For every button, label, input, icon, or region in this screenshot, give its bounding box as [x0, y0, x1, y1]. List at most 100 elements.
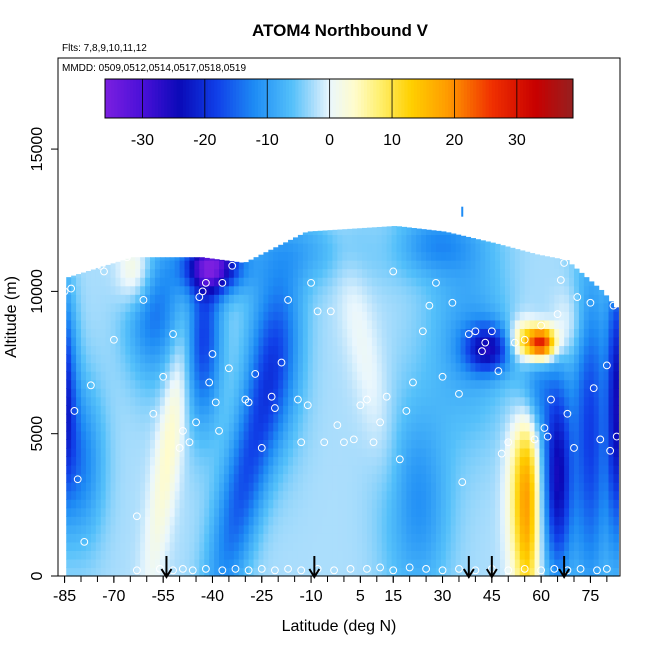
heatmap-cell	[184, 473, 191, 483]
heatmap-cell	[347, 558, 353, 569]
heatmap-cell	[283, 533, 289, 543]
heatmap-cell	[495, 499, 501, 509]
heatmap-cell	[509, 251, 516, 261]
heatmap-cell	[130, 430, 136, 440]
heatmap-cell	[268, 405, 274, 415]
heatmap-cell	[440, 388, 447, 398]
heatmap-cell	[554, 533, 560, 543]
heatmap-cell	[297, 422, 304, 432]
heatmap-cell	[460, 285, 467, 295]
heatmap-cell	[214, 260, 220, 270]
heatmap-cell	[263, 430, 269, 440]
heatmap-cell	[71, 439, 77, 449]
heatmap-cell	[189, 362, 195, 372]
heatmap-cell	[219, 567, 225, 577]
heatmap-cell	[445, 232, 452, 236]
heatmap-cell	[391, 422, 398, 432]
heatmap-cell	[110, 507, 117, 517]
heatmap-cell	[578, 345, 585, 355]
heatmap-cell	[297, 379, 304, 389]
heatmap-cell	[95, 507, 102, 517]
heatmap-cell	[440, 456, 447, 466]
heatmap-cell	[504, 388, 511, 398]
measurement-point	[132, 512, 141, 521]
heatmap-cell	[209, 567, 215, 577]
heatmap-cell	[120, 354, 126, 364]
heatmap-cell	[90, 422, 97, 432]
heatmap-cell	[460, 499, 467, 509]
heatmap-cell	[110, 302, 117, 312]
heatmap-cell	[524, 499, 531, 509]
heatmap-cell	[312, 413, 319, 423]
heatmap-cell	[76, 274, 82, 278]
heatmap-cell	[302, 371, 309, 381]
heatmap-cell	[263, 268, 269, 278]
heatmap-cell	[524, 422, 531, 432]
heatmap-cell	[71, 550, 77, 560]
heatmap-cell	[475, 473, 481, 483]
heatmap-cell	[81, 388, 87, 398]
heatmap-cell	[337, 336, 343, 347]
heatmap-cell	[588, 473, 595, 483]
heatmap-cell	[485, 277, 491, 287]
heatmap-cell	[140, 482, 146, 492]
heatmap-cell	[465, 516, 472, 526]
heatmap-cell	[450, 439, 457, 449]
heatmap-cell	[519, 482, 526, 492]
heatmap-cell	[539, 319, 546, 329]
heatmap-cell	[135, 447, 141, 458]
heatmap-cell	[223, 311, 230, 321]
heatmap-cell	[95, 430, 102, 440]
heatmap-cell	[273, 516, 279, 526]
heatmap-cell	[307, 294, 314, 304]
heatmap-cell	[297, 277, 304, 287]
heatmap-cell	[130, 302, 136, 312]
heatmap-cell	[209, 260, 215, 270]
heatmap-cell	[145, 294, 151, 304]
heatmap-cell	[445, 473, 452, 483]
heatmap-cell	[214, 362, 220, 372]
heatmap-cell	[297, 541, 304, 551]
heatmap-cell	[406, 422, 412, 432]
heatmap-cell	[534, 396, 541, 406]
heatmap-cell	[435, 473, 442, 483]
heatmap-cell	[194, 422, 200, 432]
heatmap-cell	[386, 336, 393, 347]
heatmap-cell	[214, 430, 220, 440]
heatmap-cell	[199, 277, 205, 287]
heatmap-cell	[253, 524, 260, 534]
heatmap-cell	[603, 295, 610, 304]
heatmap-cell	[288, 285, 294, 295]
heatmap-cell	[219, 439, 225, 449]
heatmap-cell	[416, 362, 422, 372]
heatmap-cell	[184, 396, 191, 406]
heatmap-cell	[544, 268, 550, 278]
heatmap-cell	[189, 328, 195, 338]
heatmap-cell	[342, 311, 348, 321]
heatmap-cell	[504, 447, 511, 458]
heatmap-cell	[495, 447, 501, 458]
heatmap-cell	[194, 473, 200, 483]
heatmap-cell	[578, 507, 585, 517]
heatmap-cell	[509, 499, 516, 509]
heatmap-cell	[598, 541, 605, 551]
heatmap-cell	[253, 277, 260, 287]
heatmap-cell	[95, 362, 102, 372]
colorbar-segment	[123, 79, 128, 118]
heatmap-cell	[519, 456, 526, 466]
heatmap-cell	[440, 328, 447, 338]
heatmap-cell	[125, 268, 131, 278]
heatmap-cell	[317, 302, 324, 312]
heatmap-cell	[253, 499, 260, 509]
heatmap-cell	[435, 311, 442, 321]
heatmap-cell	[283, 379, 289, 389]
heatmap-cell	[66, 336, 72, 347]
heatmap-cell	[283, 319, 289, 329]
x-tick-label: -55	[152, 588, 175, 605]
heatmap-cell	[396, 558, 403, 569]
heatmap-cell	[150, 439, 156, 449]
heatmap-cell	[534, 285, 541, 295]
heatmap-cell	[189, 257, 195, 261]
heatmap-cell	[593, 499, 600, 509]
measurement-point	[530, 435, 539, 444]
